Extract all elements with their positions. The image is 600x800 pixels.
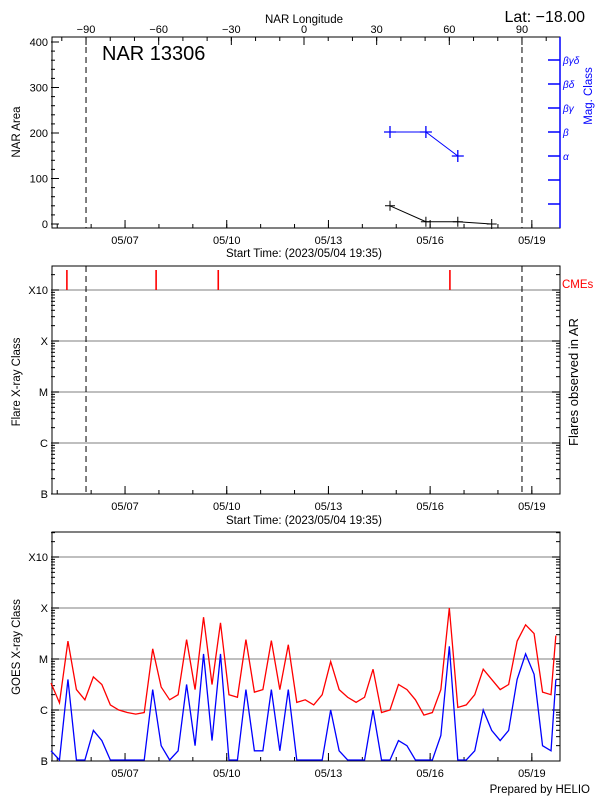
longitude-tick-label: 90 bbox=[516, 24, 528, 36]
nar-area-point bbox=[385, 200, 395, 211]
longitude-tick-label: −90 bbox=[77, 24, 96, 36]
panel2-x-tick-label: 05/07 bbox=[111, 501, 139, 513]
prepared-by-label: Prepared by HELIO bbox=[490, 784, 590, 796]
panel2-x-tick-label: 05/16 bbox=[416, 501, 444, 513]
goes-long-flux-line bbox=[50, 607, 557, 716]
goes-short-flux-line bbox=[50, 646, 557, 762]
mag-class-point bbox=[451, 150, 464, 162]
panel3-x-tick-label: 05/13 bbox=[315, 768, 343, 780]
longitude-tick-label: −60 bbox=[149, 24, 168, 36]
panel2-x-tick-label: 05/19 bbox=[518, 501, 546, 513]
panel3-y-tick-label: X bbox=[41, 603, 49, 615]
panel1-x-tick-label: 05/10 bbox=[213, 235, 241, 247]
nar-area-line bbox=[389, 205, 492, 225]
panel2-x-tick-label: 05/10 bbox=[213, 501, 241, 513]
longitude-tick-label: −30 bbox=[222, 24, 241, 36]
panel1-x-tick-label: 05/16 bbox=[416, 235, 444, 247]
flares-observed-label: Flares observed in AR bbox=[566, 318, 581, 446]
longitude-tick-label: 60 bbox=[443, 24, 455, 36]
mag-class-line bbox=[390, 131, 459, 157]
mag-class-tick-label: βδ bbox=[562, 80, 575, 91]
panel3-x-tick-label: 05/16 bbox=[416, 768, 444, 780]
mag-class-tick-label: βγ bbox=[562, 104, 575, 115]
panel1-x-tick-label: 05/07 bbox=[111, 235, 139, 247]
panel3-plot-frame bbox=[51, 531, 561, 762]
panel2-x-tick-label: 05/13 bbox=[315, 501, 343, 513]
mag-class-tick-label: β bbox=[562, 128, 569, 139]
longitude-tick-label: 0 bbox=[301, 24, 307, 36]
panel1-y-tick-label: 400 bbox=[30, 37, 48, 49]
panel3-x-tick-label: 05/19 bbox=[518, 768, 546, 780]
panel1-y-tick-label: 300 bbox=[30, 83, 48, 95]
panel2-plot-frame bbox=[51, 265, 561, 495]
region-title: NAR 13306 bbox=[102, 43, 205, 65]
panel2-y-tick-label: C bbox=[40, 438, 48, 450]
lat-label: Lat: −18.00 bbox=[504, 9, 585, 26]
cmes-label: CMEs bbox=[562, 279, 594, 291]
goes-class-axis-label: GOES X-ray Class bbox=[11, 599, 23, 695]
mag-class-point bbox=[419, 126, 432, 138]
panel3-y-tick-label: C bbox=[40, 705, 48, 717]
panel3-y-tick-label: X10 bbox=[28, 552, 48, 564]
panel1-y-tick-label: 200 bbox=[30, 128, 48, 140]
panel2-xlabel: Start Time: (2023/05/04 19:35) bbox=[226, 515, 382, 527]
mag-class-axis-label: Mag. Class bbox=[583, 67, 595, 125]
nar-area-point bbox=[452, 216, 463, 227]
nar-area-point bbox=[420, 216, 431, 227]
panel1-plot-frame bbox=[51, 36, 561, 229]
mag-class-tick-label: βγδ bbox=[562, 56, 580, 67]
flare-class-axis-label: Flare X-ray Class bbox=[11, 337, 23, 426]
panel1-x-tick-label: 05/13 bbox=[315, 235, 343, 247]
mag-class-point bbox=[384, 126, 396, 138]
longitude-axis-title: NAR Longitude bbox=[265, 14, 343, 26]
panel1-x-tick-label: 05/19 bbox=[518, 235, 546, 247]
panel2-y-tick-label: B bbox=[41, 489, 48, 501]
panel1-y-tick-label: 100 bbox=[30, 174, 48, 186]
panel2-y-tick-label: X10 bbox=[28, 285, 48, 297]
panel3-y-tick-label: M bbox=[39, 654, 48, 666]
panel3-y-tick-label: B bbox=[41, 756, 48, 768]
mag-class-tick-label: α bbox=[563, 152, 569, 163]
panel2-y-tick-label: M bbox=[39, 387, 48, 399]
nar-area-point bbox=[486, 219, 497, 229]
panel3-x-tick-label: 05/07 bbox=[111, 768, 139, 780]
nar-area-axis-label: NAR Area bbox=[11, 106, 23, 158]
panel1-xlabel: Start Time: (2023/05/04 19:35) bbox=[226, 248, 382, 260]
panel1-y-tick-label: 0 bbox=[42, 219, 48, 231]
panel3-x-tick-label: 05/10 bbox=[213, 768, 241, 780]
longitude-tick-label: 30 bbox=[371, 24, 383, 36]
panel2-y-tick-label: X bbox=[41, 336, 49, 348]
